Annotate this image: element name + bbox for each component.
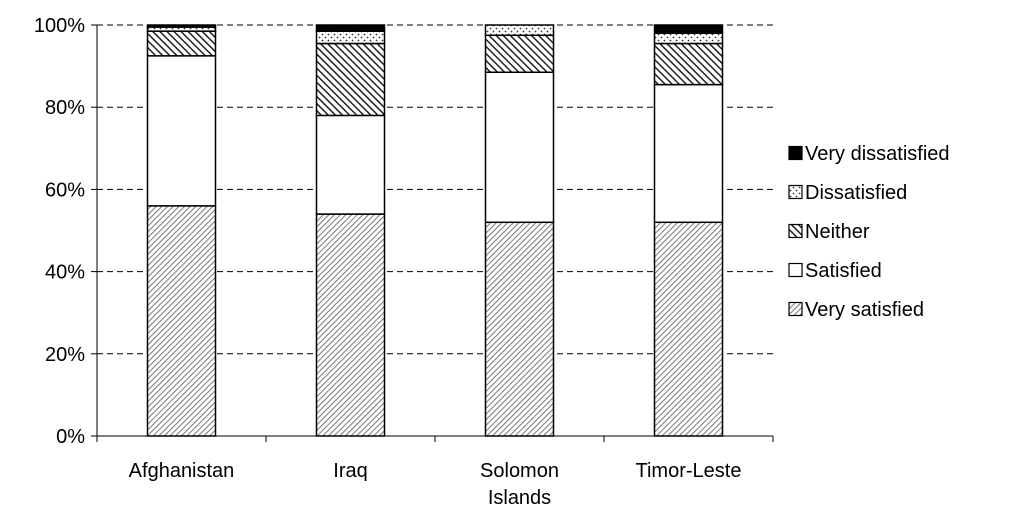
legend-swatch-very-satisfied <box>788 301 803 317</box>
bar-segment-very-dissatisfied-iraq <box>315 24 386 32</box>
bar-segment-dissatisfied-timor-leste <box>653 32 724 45</box>
x-tick-label: Iraq <box>333 460 367 482</box>
y-tick-label: 20% <box>45 344 85 366</box>
axes: 0% 20% 40% 60% 80% 100% Afghanistan Iraq Solomon… <box>34 15 774 509</box>
bar-segment-very-dissatisfied-timor-leste <box>653 24 724 34</box>
y-tick-label: 40% <box>45 262 85 284</box>
legend-swatch-dissatisfied <box>788 184 803 200</box>
bar-segment-satisfied-solomon-islands <box>484 71 555 224</box>
y-tick-label: 0% <box>56 426 85 448</box>
bar-segment-very-satisfied-solomon-islands <box>484 221 555 437</box>
bars <box>146 24 724 437</box>
x-tick-label: Timor-Leste <box>636 460 742 482</box>
legend-swatch-satisfied <box>788 262 803 278</box>
bar-segment-neither-iraq <box>315 42 386 117</box>
bar-segment-satisfied-afghanistan <box>146 55 217 207</box>
bar-segment-very-satisfied-afghanistan <box>146 205 217 437</box>
legend-label-very-satisfied: Very satisfied <box>805 299 924 321</box>
bar-segment-dissatisfied-solomon-islands <box>484 24 555 37</box>
bar-segment-satisfied-timor-leste <box>653 83 724 224</box>
bar-segment-neither-solomon-islands <box>484 34 555 74</box>
legend: Very dissatisfied Dissatisfied Neither Sati… <box>788 143 950 321</box>
legend-label-neither: Neither <box>805 221 870 243</box>
bar-segment-very-satisfied-iraq <box>315 213 386 437</box>
bar-segment-very-dissatisfied-afghanistan <box>146 24 217 28</box>
bar-segment-neither-timor-leste <box>653 42 724 86</box>
y-tick-label: 60% <box>45 179 85 201</box>
legend-swatch-neither <box>788 223 803 239</box>
bar-segment-very-satisfied-timor-leste <box>653 221 724 437</box>
legend-swatch-very-dissatisfied <box>788 145 803 161</box>
x-tick-label: Solomon Islands <box>480 460 559 509</box>
bar-segment-satisfied-iraq <box>315 114 386 215</box>
legend-label-dissatisfied: Dissatisfied <box>805 182 907 204</box>
bar-segment-neither-afghanistan <box>146 30 217 57</box>
bar-segment-dissatisfied-iraq <box>315 30 386 45</box>
legend-label-very-dissatisfied: Very dissatisfied <box>805 143 950 165</box>
x-tick-label: Afghanistan <box>129 460 235 482</box>
y-tick-label: 80% <box>45 97 85 119</box>
y-tick-label: 100% <box>34 15 85 37</box>
legend-label-satisfied: Satisfied <box>805 260 882 282</box>
